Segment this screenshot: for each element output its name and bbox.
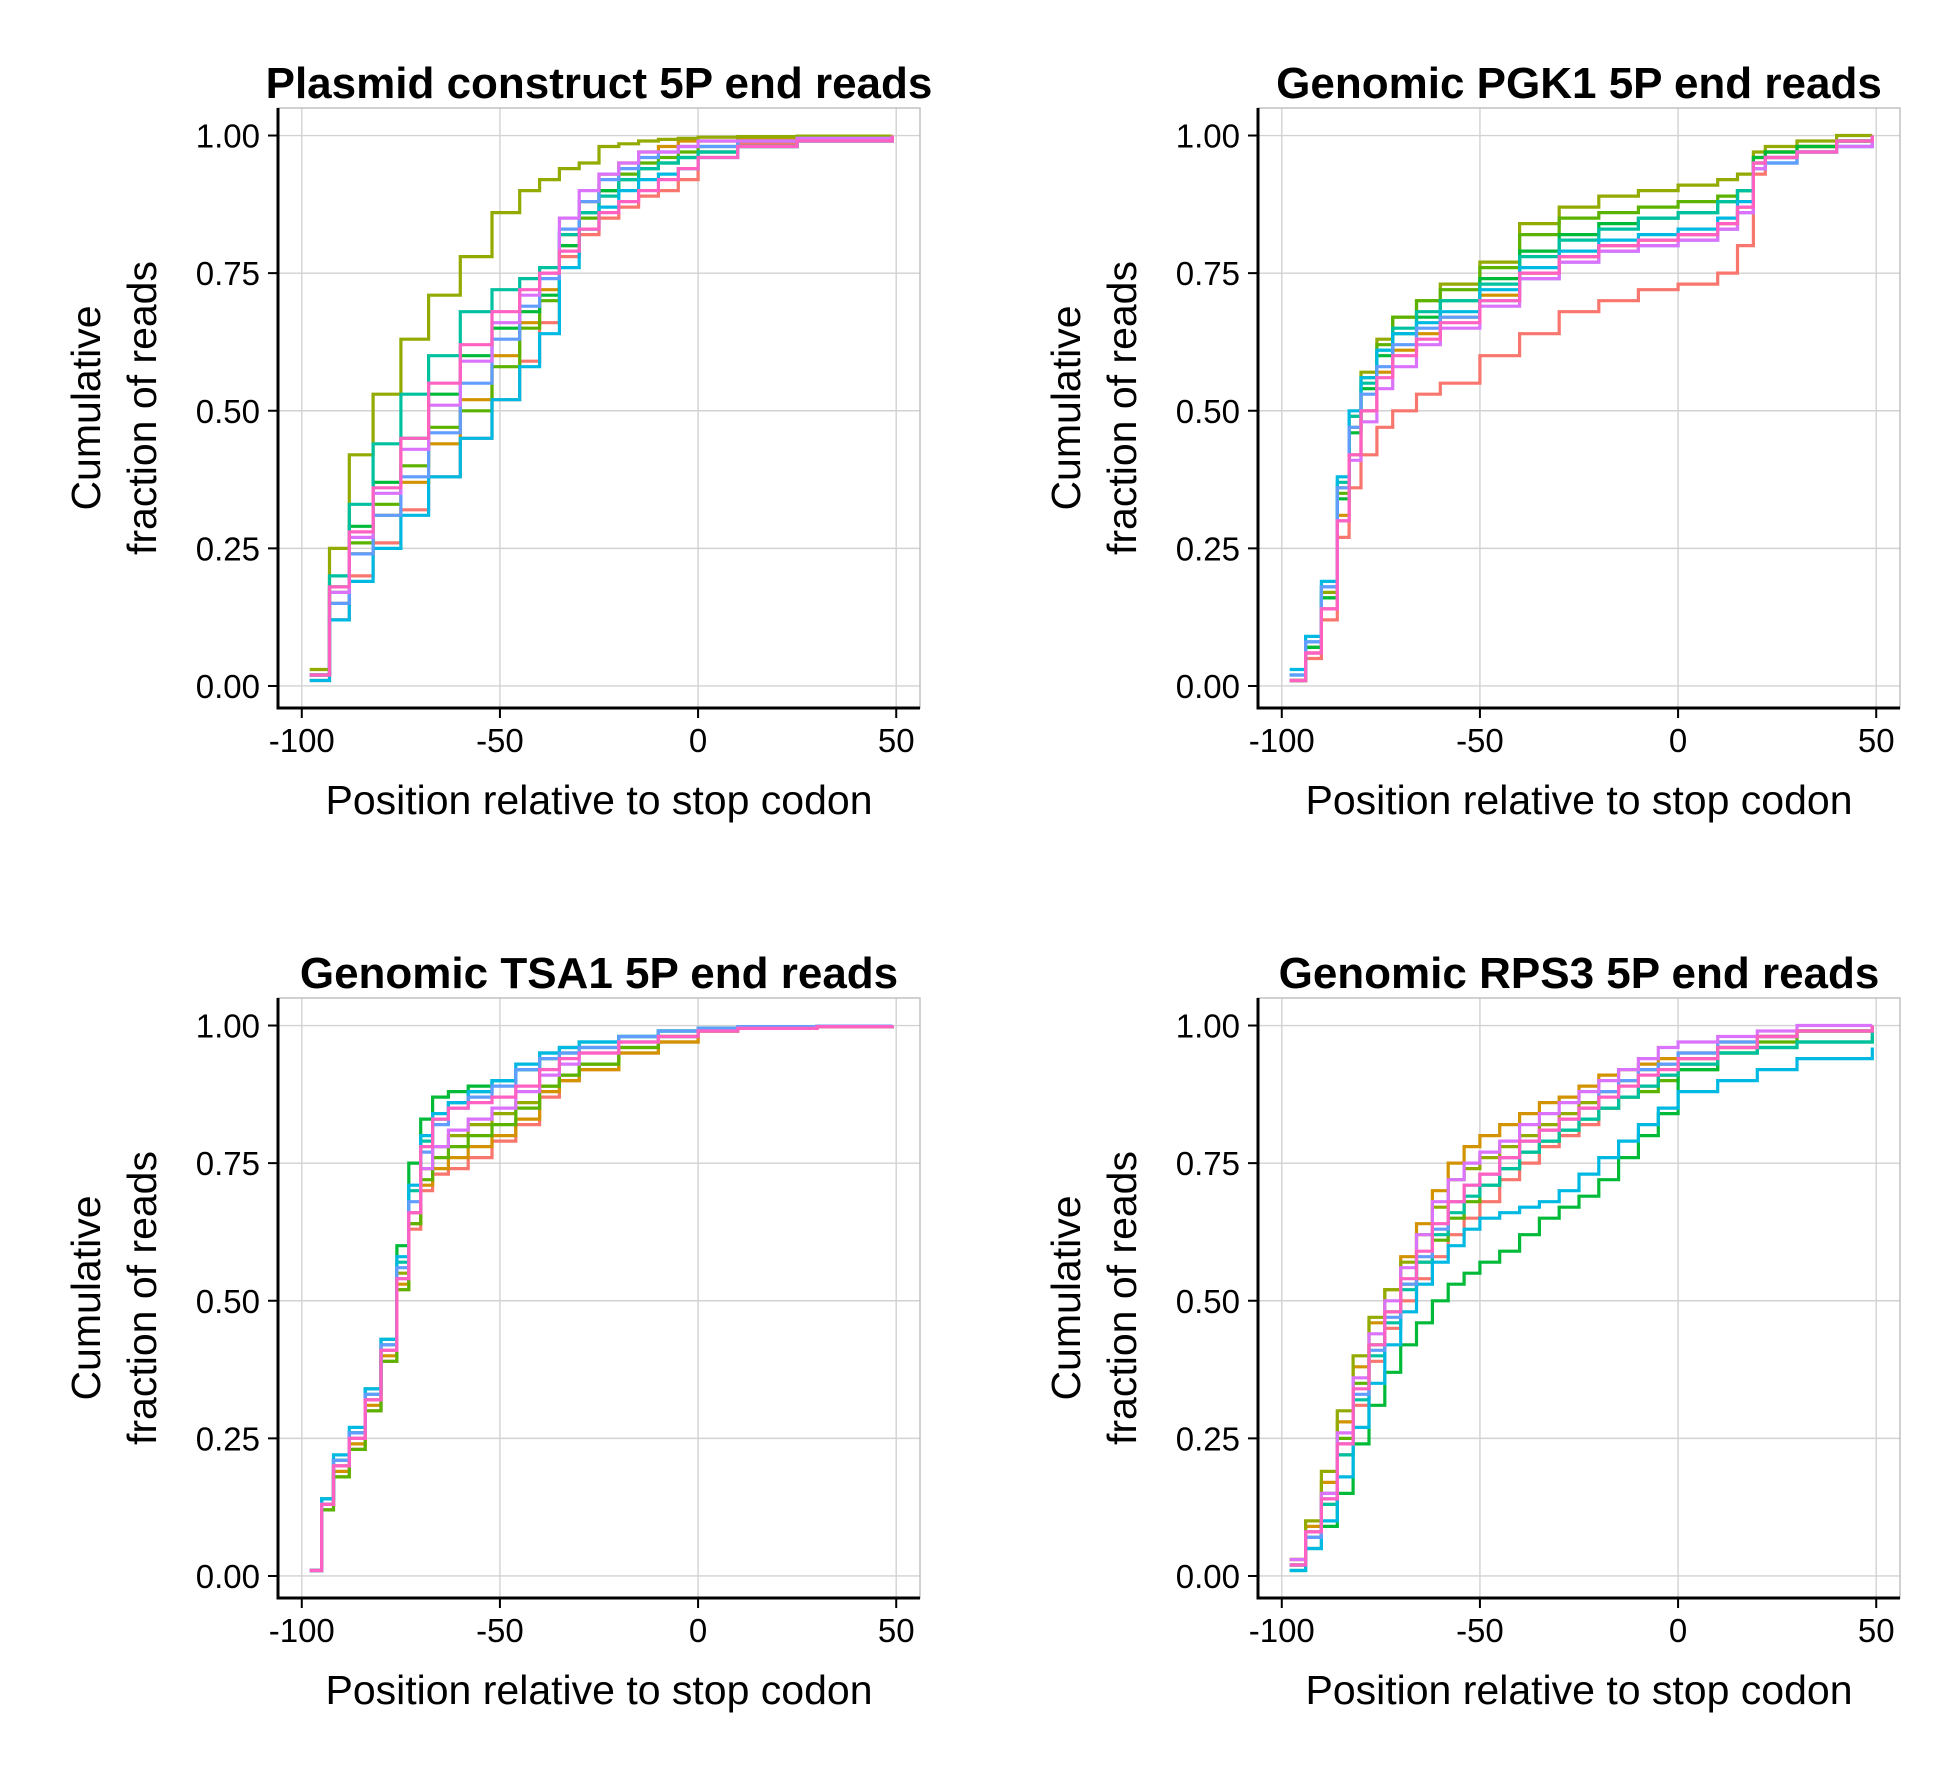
plot-background [1258, 108, 1900, 708]
x-tick-label: 50 [1858, 722, 1895, 759]
y-tick-label: 0.00 [1176, 1558, 1240, 1595]
y-tick-label: 0.50 [196, 1283, 260, 1320]
y-tick-label: 0.00 [1176, 668, 1240, 705]
y-axis-label-line-2: fraction of reads [119, 1151, 165, 1445]
chart-title: Plasmid construct 5P end reads [266, 59, 933, 108]
x-axis-label: Position relative to stop codon [1306, 777, 1853, 823]
y-tick-label: 0.00 [196, 1558, 260, 1595]
gridlines [1258, 998, 1900, 1598]
panel-genomic-tsa1: -100 -50 0 50 0.00 0.25 0.50 0.75 1.00 Genomic TS… [63, 949, 921, 1713]
y-axis-label-line-2: fraction of reads [1099, 261, 1145, 555]
y-tick-label: 1.00 [196, 118, 260, 155]
y-tick-label: 1.00 [196, 1008, 260, 1045]
y-tick-label: 0.50 [1176, 1283, 1240, 1320]
series-group [309, 134, 894, 683]
x-axis-label: Position relative to stop codon [1306, 1667, 1853, 1713]
y-axis-label-line-1: Cumulative [63, 305, 109, 510]
chart-title: Genomic PGK1 5P end reads [1276, 59, 1882, 108]
y-tick-label: 0.25 [196, 1420, 260, 1457]
y-axis-label-line-1: Cumulative [1043, 305, 1089, 510]
y-tick-label: 0.50 [196, 393, 260, 430]
chart-title: Genomic TSA1 5P end reads [300, 949, 898, 998]
x-tick-label: -100 [1249, 722, 1315, 759]
x-tick-label: -50 [476, 722, 524, 759]
x-tick-label: 0 [689, 722, 707, 759]
y-tick-label: 1.00 [1176, 118, 1240, 155]
y-tick-label: 0.00 [196, 668, 260, 705]
series-line-7 [1289, 1047, 1874, 1573]
x-tick-label: 0 [1669, 722, 1687, 759]
x-tick-label: -50 [476, 1612, 524, 1649]
y-tick-label: 0.75 [1176, 1145, 1240, 1182]
y-tick-label: 1.00 [1176, 1008, 1240, 1045]
x-tick-label: -50 [1456, 722, 1504, 759]
y-tick-label: 0.25 [1176, 1420, 1240, 1457]
y-axis-label-line-1: Cumulative [63, 1195, 109, 1400]
series-line-9 [1289, 1023, 1873, 1562]
y-axis-label-line-2: fraction of reads [119, 261, 165, 555]
x-tick-label: -50 [1456, 1612, 1504, 1649]
y-tick-label: 0.75 [196, 255, 260, 292]
series-line-3 [309, 134, 894, 672]
series-group [1289, 1023, 1874, 1573]
y-tick-label: 0.25 [1176, 530, 1240, 567]
x-tick-label: 50 [878, 1612, 915, 1649]
x-axis-label: Position relative to stop codon [326, 777, 873, 823]
x-tick-label: -100 [269, 722, 335, 759]
x-tick-label: 0 [689, 1612, 707, 1649]
y-tick-label: 0.25 [196, 530, 260, 567]
series-group [1289, 133, 1874, 683]
y-axis-label-line-1: Cumulative [1043, 1195, 1089, 1400]
x-axis-label: Position relative to stop codon [326, 1667, 873, 1713]
x-tick-label: -100 [1249, 1612, 1315, 1649]
x-tick-label: 0 [1669, 1612, 1687, 1649]
series-line-10 [1289, 135, 1874, 683]
plot-background [278, 998, 920, 1598]
gridlines [278, 108, 920, 708]
y-axis-label-line-2: fraction of reads [1099, 1151, 1145, 1445]
x-tick-label: 50 [878, 722, 915, 759]
series-line-10 [309, 135, 894, 677]
panel-genomic-rps3: -100 -50 0 50 0.00 0.25 0.50 0.75 1.00 Genomic RP… [1043, 949, 1901, 1713]
x-tick-label: -100 [269, 1612, 335, 1649]
series-line-10 [1289, 1025, 1874, 1567]
series-group [309, 1024, 894, 1573]
chart-title: Genomic RPS3 5P end reads [1279, 949, 1880, 998]
x-tick-label: 50 [1858, 1612, 1895, 1649]
y-tick-label: 0.75 [1176, 255, 1240, 292]
y-tick-label: 0.75 [196, 1145, 260, 1182]
series-line-10 [309, 1025, 894, 1573]
panel-genomic-pgk1: -100 -50 0 50 0.00 0.25 0.50 0.75 1.00 Genomic PG… [1043, 59, 1901, 823]
y-tick-label: 0.50 [1176, 393, 1240, 430]
